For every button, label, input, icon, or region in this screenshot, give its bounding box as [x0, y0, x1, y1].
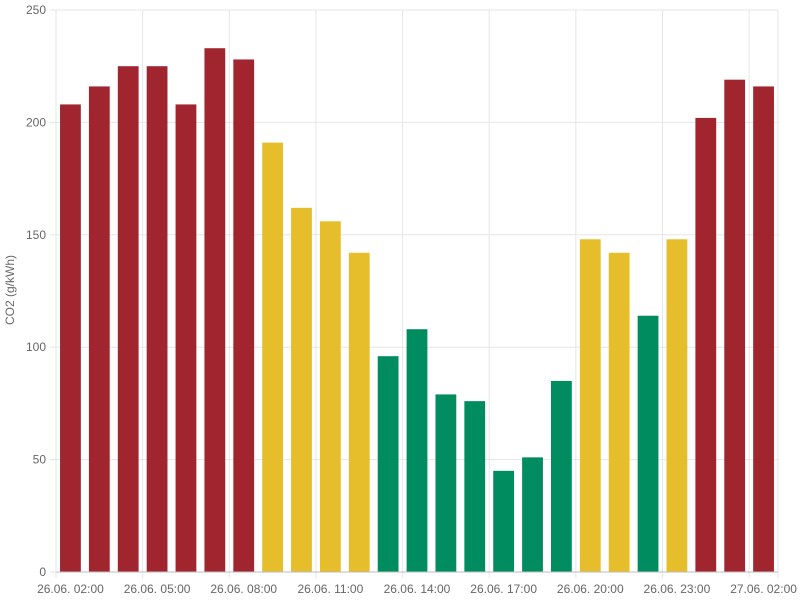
bar	[60, 104, 81, 572]
bar	[608, 252, 630, 572]
x-tick-label: 27.06. 02:00	[730, 582, 797, 596]
bar	[435, 394, 457, 572]
x-tick-label: 26.06. 02:00	[37, 582, 104, 596]
bar	[695, 117, 717, 573]
bar-layer	[60, 48, 774, 573]
axis-layer: 0 50 100 150 200 250 26.06. 02:00 26.06. 05:00 2…	[26, 3, 797, 596]
bar	[117, 66, 139, 572]
y-tick-label: 0	[39, 565, 46, 579]
y-axis-title: CO2 (g/kWh)	[3, 255, 17, 325]
bar	[753, 86, 774, 572]
x-tick-label: 26.06. 11:00	[297, 582, 363, 596]
bar	[522, 457, 543, 572]
x-tick-label: 26.06. 14:00	[384, 582, 451, 596]
y-tick-label: 50	[33, 453, 47, 467]
y-tick-label: 100	[26, 340, 46, 354]
bar	[579, 239, 601, 572]
bar	[204, 48, 226, 572]
y-tick-label: 150	[26, 228, 46, 242]
bar	[319, 221, 341, 572]
bar	[493, 470, 515, 572]
x-tick-label: 26.06. 08:00	[210, 582, 277, 596]
bar	[146, 66, 168, 572]
bar	[348, 252, 370, 572]
bar	[406, 329, 428, 572]
bar	[88, 86, 110, 572]
y-tick-label: 200	[26, 115, 46, 129]
bar	[464, 401, 486, 572]
bar	[291, 207, 312, 572]
bar	[551, 380, 572, 572]
y-tick-label: 250	[26, 3, 46, 17]
x-tick-label: 26.06. 23:00	[644, 582, 711, 596]
bar	[666, 239, 688, 572]
bar	[377, 356, 399, 572]
x-tick-label: 26.06. 17:00	[470, 582, 537, 596]
x-tick-label: 26.06. 20:00	[557, 582, 624, 596]
bar	[233, 59, 255, 573]
bar	[175, 104, 197, 572]
bar	[637, 315, 659, 572]
x-tick-label: 26.06. 05:00	[124, 582, 191, 596]
bar	[262, 142, 283, 572]
bar	[724, 79, 746, 573]
